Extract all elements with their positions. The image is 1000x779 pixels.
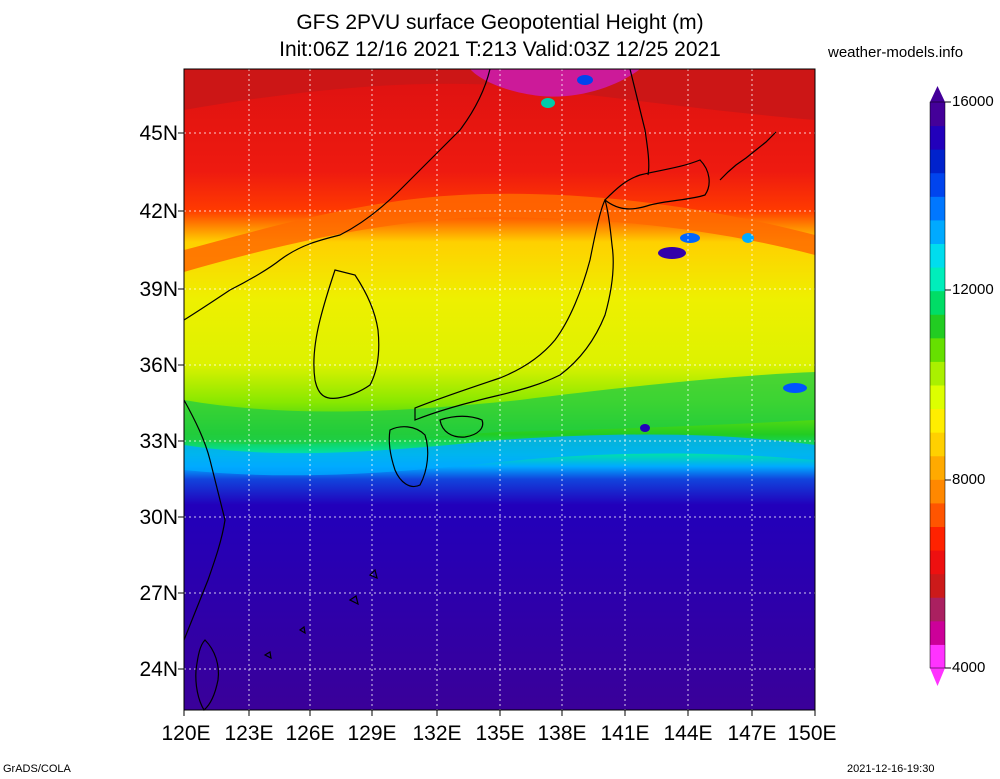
lat-label-30n: 30N [139, 506, 178, 529]
colorbar-swatch [930, 644, 945, 669]
coastlines [183, 68, 777, 711]
colorbar-swatch [930, 502, 945, 527]
lon-label-129e: 129E [347, 722, 397, 745]
lon-label-141e: 141E [600, 722, 650, 745]
lat-label-45n: 45N [139, 122, 178, 145]
colorbar-swatch [930, 620, 945, 645]
colorbar-swatch [930, 314, 945, 339]
colorbar-swatch [930, 361, 945, 386]
colorbar-swatch [930, 526, 945, 551]
colorbar-swatch [930, 290, 945, 315]
colorbar-top-arrow [930, 86, 945, 102]
colorbar-swatch [930, 550, 945, 575]
lat-label-27n: 27N [139, 582, 178, 605]
colorbar-swatch [930, 267, 945, 292]
grid-lines [184, 69, 815, 710]
lat-label-39n: 39N [139, 278, 178, 301]
colorbar-bottom-arrow [930, 668, 945, 686]
lat-label-36n: 36N [139, 354, 178, 377]
colorbar-swatch [930, 432, 945, 457]
colorbar-swatch [930, 172, 945, 197]
colorbar-swatch [930, 102, 945, 127]
map-subtitle: Init:06Z 12/16 2021 T:213 Valid:03Z 12/2… [279, 38, 721, 61]
lat-label-33n: 33N [139, 430, 178, 453]
colorbar-swatch [930, 573, 945, 598]
colorbar-label-4000: 4000 [952, 659, 986, 676]
colorbar-swatch [930, 219, 945, 244]
colorbar-swatch [930, 149, 945, 174]
lon-label-126e: 126E [285, 722, 335, 745]
lon-label-147e: 147E [727, 722, 777, 745]
colorbar-label-8000: 8000 [952, 471, 986, 488]
colorbar-swatch [930, 196, 945, 221]
lon-label-138e: 138E [537, 722, 587, 745]
colorbar-swatch [930, 243, 945, 268]
footer-software: GrADS/COLA [3, 763, 71, 775]
colorbar-swatch [930, 337, 945, 362]
colorbar-frame [929, 101, 946, 669]
lat-label-24n: 24N [139, 658, 178, 681]
footer-timestamp: 2021-12-16-19:30 [847, 763, 935, 775]
colorbar-swatch [930, 455, 945, 480]
colorbar-swatch [930, 408, 945, 433]
colorbar-swatch [930, 125, 945, 150]
colorbar-label-16000: 16000 [952, 93, 994, 110]
axis-ticks [178, 132, 816, 716]
lon-label-150e: 150E [787, 722, 837, 745]
site-label: weather-models.info [828, 44, 964, 61]
lon-label-120e: 120E [161, 722, 211, 745]
colorbar-swatch [930, 479, 945, 504]
lon-label-132e: 132E [412, 722, 462, 745]
colorbar-label-12000: 12000 [952, 281, 994, 298]
colorbar-swatch [930, 597, 945, 622]
lon-label-144e: 144E [663, 722, 713, 745]
lon-label-135e: 135E [475, 722, 525, 745]
colorbar-ticks [945, 101, 951, 669]
lon-label-123e: 123E [224, 722, 274, 745]
lat-label-42n: 42N [139, 200, 178, 223]
colorbar [929, 86, 946, 686]
colorbar-swatch [930, 385, 945, 410]
map-title: GFS 2PVU surface Geopotential Height (m) [296, 11, 704, 34]
